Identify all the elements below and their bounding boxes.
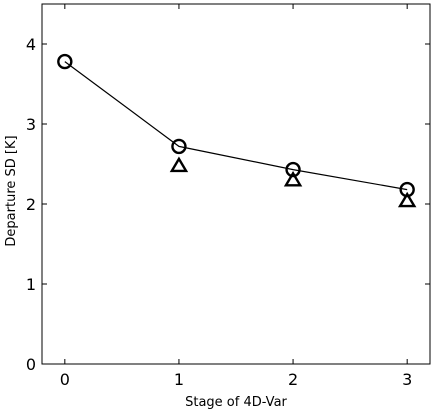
series-layer — [57, 53, 417, 208]
circle-marker — [285, 161, 301, 178]
series-1 — [57, 53, 415, 198]
x-tick-label: 0 — [60, 370, 70, 389]
x-tick-label: 3 — [402, 370, 412, 389]
series-2 — [169, 156, 417, 208]
x-axis-label: Stage of 4D-Var — [185, 395, 287, 409]
circle-marker — [57, 53, 73, 70]
series-line — [64, 61, 408, 191]
x-tick-label: 1 — [174, 370, 184, 389]
x-tick-label: 2 — [288, 370, 298, 389]
triangle-marker — [169, 156, 189, 173]
y-tick-label: 1 — [26, 275, 36, 294]
y-tick-label: 4 — [26, 35, 36, 54]
circle-marker — [171, 138, 187, 155]
y-axis-label: Departure SD [K] — [4, 135, 19, 246]
y-tick-label: 2 — [26, 195, 36, 214]
ticks-layer: 0 1 2 3 0 1 2 3 4 — [26, 4, 430, 389]
y-tick-label: 3 — [26, 115, 36, 134]
triangle-marker — [283, 170, 303, 187]
plot-frame — [41, 3, 431, 365]
triangle-marker — [397, 191, 417, 208]
y-tick-label: 0 — [26, 355, 36, 374]
